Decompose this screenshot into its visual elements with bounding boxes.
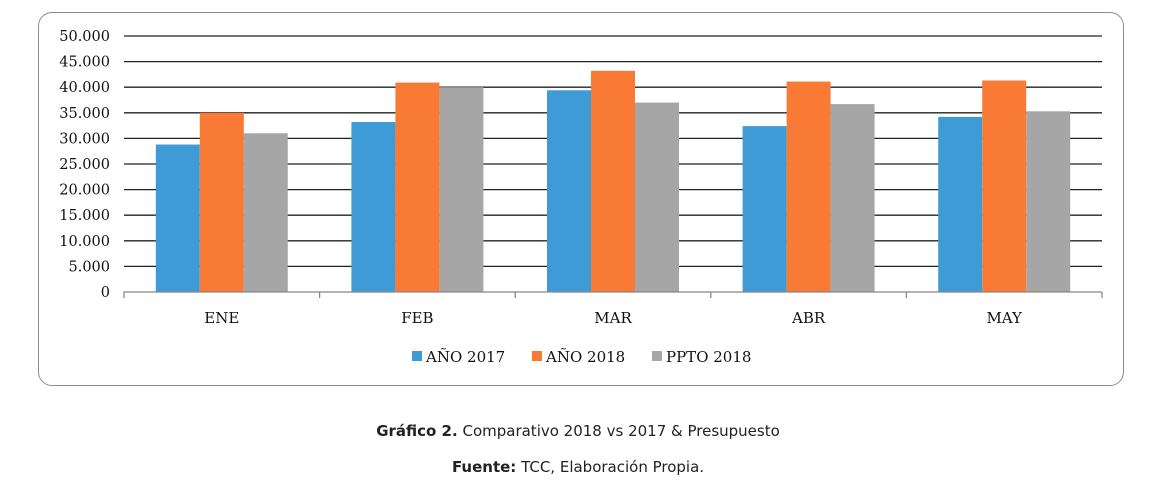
bar bbox=[938, 116, 983, 292]
bar bbox=[547, 90, 591, 292]
y-tick-label: 0 bbox=[101, 285, 110, 301]
legend-label: AÑO 2017 bbox=[425, 348, 505, 366]
bars bbox=[155, 70, 1071, 293]
y-tick-label: 25.000 bbox=[59, 157, 110, 173]
source-label: Fuente: bbox=[451, 458, 517, 476]
bar bbox=[635, 102, 679, 292]
bar bbox=[1026, 111, 1071, 292]
x-tick-label: FEB bbox=[401, 309, 433, 327]
y-tick-label: 30.000 bbox=[59, 131, 110, 147]
x-axis-ticks: ENE FEB MAR ABR MAY bbox=[204, 309, 1023, 327]
y-tick-label: 15.000 bbox=[59, 208, 110, 224]
y-tick-label: 45.000 bbox=[59, 55, 110, 71]
legend-swatch bbox=[652, 351, 662, 361]
bar bbox=[786, 81, 831, 293]
y-axis-ticks: 0 5.000 10.000 15.000 20.000 25.000 30.000 35.0… bbox=[59, 29, 110, 301]
caption-text: Comparativo 2018 vs 2017 & Presupuesto bbox=[457, 422, 780, 440]
bar bbox=[351, 122, 396, 293]
x-tick-label: ABR bbox=[791, 309, 826, 327]
x-tick-label: MAR bbox=[594, 309, 632, 327]
figure-source: Fuente: TCC, Elaboración Propia. bbox=[0, 458, 1156, 476]
bar bbox=[742, 126, 787, 292]
y-tick-label: 35.000 bbox=[59, 106, 110, 122]
figure-caption: Gráfico 2. Comparativo 2018 vs 2017 & Pr… bbox=[0, 422, 1156, 440]
legend-label: PPTO 2018 bbox=[666, 348, 751, 366]
legend: AÑO 2017 AÑO 2018 PPTO 2018 bbox=[412, 348, 751, 366]
x-axis bbox=[123, 291, 1103, 298]
y-tick-label: 5.000 bbox=[68, 259, 110, 275]
bar bbox=[982, 80, 1027, 292]
y-tick-label: 20.000 bbox=[59, 183, 110, 199]
bar bbox=[155, 144, 200, 292]
legend-swatch bbox=[532, 351, 542, 361]
bar bbox=[830, 104, 875, 292]
x-tick-label: ENE bbox=[204, 309, 239, 327]
y-tick-label: 40.000 bbox=[59, 80, 110, 96]
bar bbox=[591, 70, 635, 292]
caption-label: Gráfico 2. bbox=[376, 422, 458, 440]
y-tick-label: 10.000 bbox=[59, 234, 110, 250]
bar bbox=[243, 133, 288, 292]
bar bbox=[395, 82, 440, 292]
bar bbox=[439, 87, 484, 292]
bar bbox=[199, 112, 244, 292]
legend-swatch bbox=[412, 351, 422, 361]
x-tick-label: MAY bbox=[986, 309, 1023, 327]
legend-label: AÑO 2018 bbox=[545, 348, 625, 366]
y-tick-label: 50.000 bbox=[59, 29, 110, 45]
source-text: TCC, Elaboración Propia. bbox=[516, 458, 705, 476]
bar-chart: 0 5.000 10.000 15.000 20.000 25.000 30.000 35.0… bbox=[59, 29, 1103, 366]
